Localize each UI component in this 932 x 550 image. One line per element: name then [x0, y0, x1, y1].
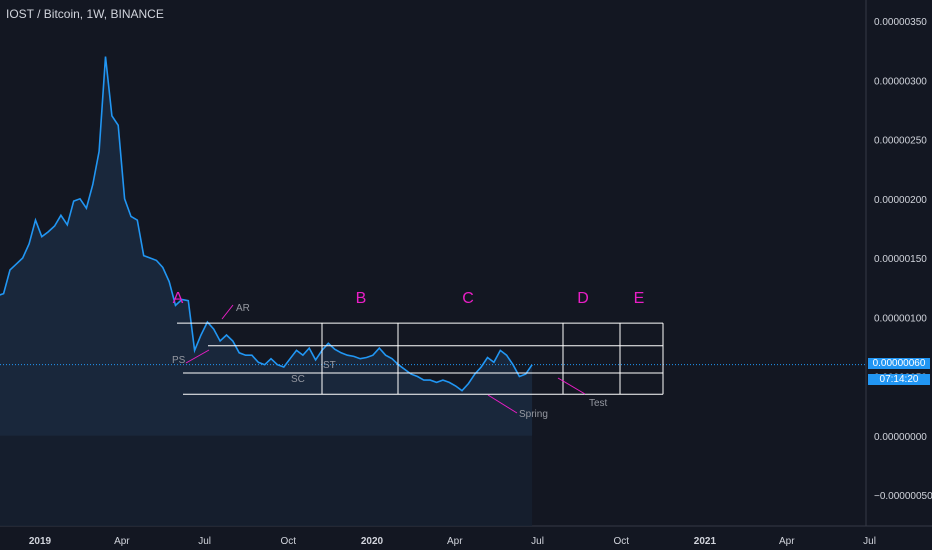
phase-label: C — [462, 290, 474, 307]
countdown-tag: 07:14:20 — [868, 374, 930, 385]
event-label: Test — [589, 398, 608, 409]
x-tick-label: Jul — [531, 536, 544, 547]
x-tick-label: Oct — [613, 536, 629, 547]
x-tick-label: Apr — [779, 536, 795, 547]
x-tick-label: Jul — [198, 536, 211, 547]
price-area-fill — [0, 56, 533, 436]
event-label: Spring — [519, 409, 548, 420]
x-tick-label: Oct — [281, 536, 297, 547]
event-label: ST — [323, 360, 336, 371]
event-label: PS — [172, 355, 186, 366]
x-tick-label: 2020 — [361, 536, 384, 547]
event-pointer-line — [221, 304, 234, 320]
phase-label: D — [577, 290, 589, 307]
x-tick-label: Apr — [447, 536, 463, 547]
y-tick-label: 0.00000350 — [874, 17, 927, 28]
y-tick-label: 0.00000150 — [874, 254, 927, 265]
last-price-tag: 0.00000060 — [868, 358, 930, 369]
area-below-zero — [0, 435, 533, 526]
phase-label: E — [634, 290, 645, 307]
y-tick-label: 0.00000000 — [874, 432, 927, 443]
y-tick-label: 0.00000200 — [874, 195, 927, 206]
phase-label: B — [356, 290, 367, 307]
phase-label: A — [173, 290, 184, 307]
event-pointer-line — [487, 394, 518, 414]
event-label: SC — [291, 374, 305, 385]
chart-title: IOST / Bitcoin, 1W, BINANCE — [6, 7, 164, 21]
y-tick-label: 0.00000100 — [874, 313, 927, 324]
y-tick-label: −0.00000050 — [874, 491, 932, 502]
y-tick-label: 0.00000300 — [874, 76, 927, 87]
event-label: AR — [236, 303, 250, 314]
x-tick-label: 2021 — [694, 536, 717, 547]
x-tick-label: Apr — [114, 536, 130, 547]
event-pointer-line — [185, 349, 210, 364]
x-tick-label: Jul — [863, 536, 876, 547]
price-line — [0, 56, 533, 392]
y-tick-label: 0.00000250 — [874, 136, 927, 147]
x-tick-label: 2019 — [29, 536, 52, 547]
event-pointer-line — [557, 377, 586, 395]
